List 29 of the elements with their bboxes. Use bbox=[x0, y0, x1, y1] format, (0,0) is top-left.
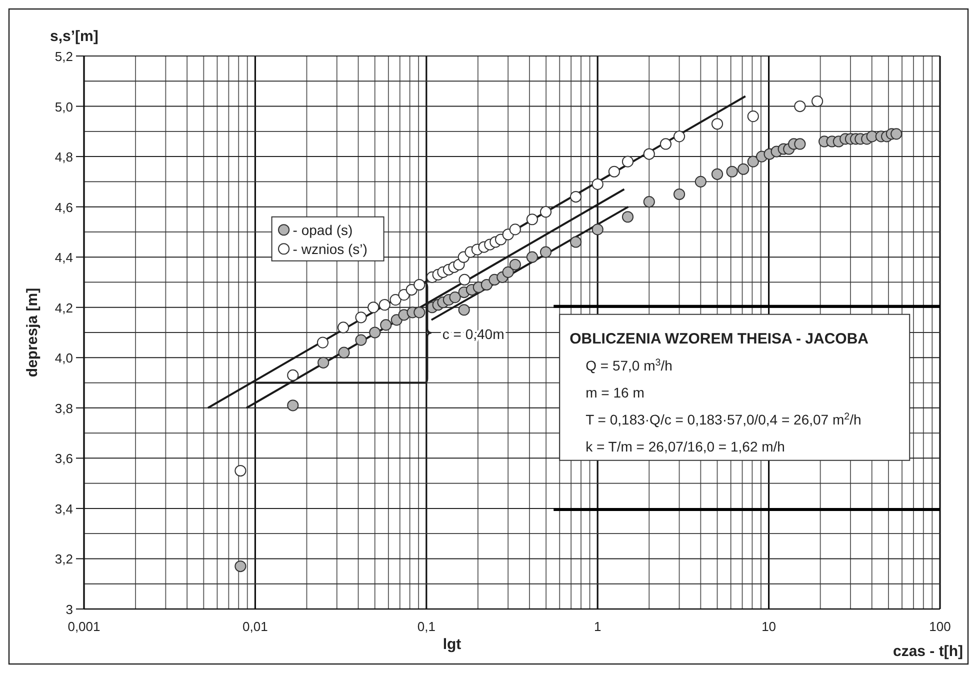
y-tick-label: 5,0 bbox=[54, 99, 73, 114]
y-axis-title: depresja [m] bbox=[24, 288, 41, 378]
y-tick-label: 3,2 bbox=[54, 552, 73, 567]
y-tick-label: 4,6 bbox=[54, 200, 73, 215]
y-tick-label: 4,2 bbox=[54, 300, 73, 316]
x-tick-label: 0,01 bbox=[242, 619, 268, 634]
annotation: k = T/m = 26,07/16,0 = 1,62 m/h bbox=[586, 438, 785, 454]
y-tick-label: 3 bbox=[66, 602, 73, 617]
y-tick-label: 4,0 bbox=[54, 350, 73, 366]
y-tick-label: 5,2 bbox=[54, 49, 73, 64]
text: czas - t[h] bbox=[892, 643, 963, 660]
y-tick-label: 3,8 bbox=[54, 400, 73, 416]
y-tick-label: 4,4 bbox=[54, 250, 73, 266]
x-tick-label: 0,001 bbox=[68, 619, 100, 634]
y-tick-label: 4,8 bbox=[54, 150, 73, 165]
y-tick-label: 3,6 bbox=[54, 451, 73, 466]
x-axis-title: lgt bbox=[442, 636, 462, 653]
legend-label: - opad (s) bbox=[292, 222, 353, 238]
annotation: m = 16 m bbox=[586, 384, 644, 400]
x-tick-label: 1 bbox=[594, 619, 602, 634]
x-tick-label: 100 bbox=[929, 619, 951, 634]
text: s,s’[m] bbox=[50, 28, 98, 45]
x-tick-label: 10 bbox=[762, 619, 776, 634]
y-tick-label: 3,4 bbox=[54, 501, 73, 516]
annotation: Q = 57,0 m$^{3}$/h bbox=[586, 356, 672, 374]
x-tick-label: 0,1 bbox=[417, 619, 436, 634]
legend-label: - wznios (s’) bbox=[292, 240, 368, 257]
annotation: OBLICZENIA WZOREM THEISA - JACOBA bbox=[570, 330, 869, 348]
annotation: T = 0,183·Q/c = 0,183·57,0/0,4 = 26,07 m$^{2}$/h bbox=[586, 410, 862, 428]
